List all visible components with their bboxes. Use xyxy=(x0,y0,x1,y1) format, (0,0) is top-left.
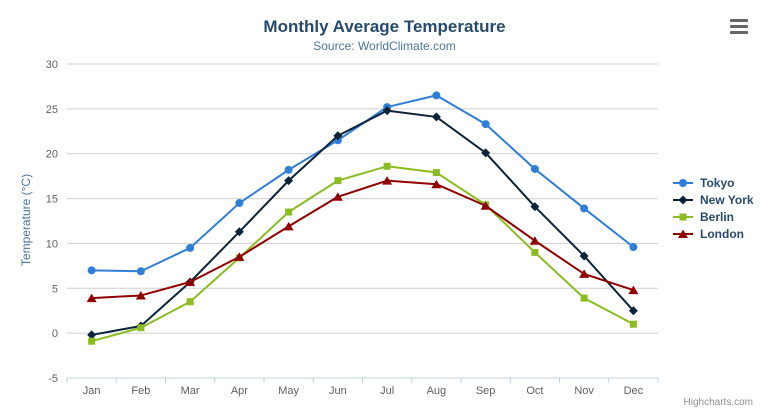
legend-item-london[interactable]: London xyxy=(671,225,754,242)
data-point-berlin-jan[interactable] xyxy=(88,337,96,345)
legend-label: Berlin xyxy=(700,209,735,224)
data-point-berlin-feb[interactable] xyxy=(137,324,145,332)
data-point-new-york-apr[interactable] xyxy=(234,227,244,237)
data-point-berlin-nov[interactable] xyxy=(580,294,588,302)
legend: Tokyo New York Berlin London xyxy=(671,174,754,242)
data-point-berlin-aug[interactable] xyxy=(432,169,440,177)
x-axis-label: Mar xyxy=(181,385,200,397)
x-axis-label: Oct xyxy=(526,385,543,397)
y-axis-label: -5 xyxy=(48,373,58,385)
legend-label: Tokyo xyxy=(700,175,735,190)
data-point-tokyo-jan[interactable] xyxy=(87,266,96,275)
data-point-tokyo-aug[interactable] xyxy=(432,91,441,100)
data-point-london-nov[interactable] xyxy=(579,269,590,278)
x-axis-label: Sep xyxy=(476,385,496,397)
legend-marker[interactable] xyxy=(678,229,688,238)
data-point-tokyo-mar[interactable] xyxy=(186,243,195,252)
data-point-london-may[interactable] xyxy=(283,221,294,231)
data-point-new-york-jul[interactable] xyxy=(382,106,392,116)
data-point-new-york-may[interactable] xyxy=(284,176,294,186)
y-axis-label: 0 xyxy=(52,328,58,340)
y-axis-label: 25 xyxy=(46,104,58,116)
data-point-tokyo-nov[interactable] xyxy=(580,204,589,213)
data-point-london-dec[interactable] xyxy=(628,285,639,295)
series-tokyo xyxy=(87,91,638,276)
x-axis-label: Aug xyxy=(427,385,447,397)
y-axis-label: 30 xyxy=(46,59,58,71)
x-axis-label: Apr xyxy=(231,385,248,397)
legend-item-tokyo[interactable]: Tokyo xyxy=(671,174,754,191)
legend-marker[interactable] xyxy=(679,178,687,187)
y-axis-label: 20 xyxy=(46,149,58,161)
chart-title: Monthly Average Temperature xyxy=(263,17,506,36)
x-axis-label: Nov xyxy=(574,385,594,397)
data-point-london-jan[interactable] xyxy=(86,293,97,303)
chart-subtitle: Source: WorldClimate.com xyxy=(313,39,456,53)
data-point-berlin-mar[interactable] xyxy=(186,298,194,306)
data-point-new-york-nov[interactable] xyxy=(579,251,589,261)
data-point-berlin-dec[interactable] xyxy=(629,320,637,328)
data-point-berlin-may[interactable] xyxy=(285,208,293,216)
data-point-new-york-oct[interactable] xyxy=(530,202,540,212)
x-axis-label: Feb xyxy=(131,385,150,397)
data-point-london-apr[interactable] xyxy=(234,252,245,261)
hamburger-icon xyxy=(730,31,748,34)
data-point-new-york-jun[interactable] xyxy=(333,131,343,141)
data-point-london-aug[interactable] xyxy=(431,179,442,189)
legend-label: London xyxy=(700,226,744,241)
data-point-tokyo-may[interactable] xyxy=(284,165,293,174)
legend-marker[interactable] xyxy=(679,213,687,220)
series-line-berlin[interactable] xyxy=(90,165,635,343)
x-axis-label: May xyxy=(278,385,299,397)
data-point-tokyo-oct[interactable] xyxy=(530,164,539,173)
data-point-berlin-jun[interactable] xyxy=(334,177,342,185)
data-point-london-sep[interactable] xyxy=(480,201,491,210)
series-line-new-york[interactable] xyxy=(90,109,635,336)
legend-item-berlin[interactable]: Berlin xyxy=(671,208,754,225)
data-point-new-york-dec[interactable] xyxy=(628,306,638,316)
legend-marker[interactable] xyxy=(678,195,688,204)
data-point-tokyo-sep[interactable] xyxy=(481,120,490,129)
data-point-tokyo-apr[interactable] xyxy=(235,199,244,208)
x-axis-label: Dec xyxy=(624,385,644,397)
hamburger-icon xyxy=(730,25,748,28)
y-axis-label: 10 xyxy=(46,238,58,250)
x-axis-label: Jul xyxy=(380,385,394,397)
legend-item-new-york[interactable]: New York xyxy=(671,191,754,208)
data-point-new-york-aug[interactable] xyxy=(431,112,441,122)
data-point-new-york-sep[interactable] xyxy=(481,148,491,158)
y-axis-label: 5 xyxy=(52,283,58,295)
hamburger-icon xyxy=(730,19,748,22)
legend-label: New York xyxy=(700,192,754,207)
export-menu-button[interactable] xyxy=(730,19,748,34)
series-line-london[interactable] xyxy=(90,179,635,300)
data-point-tokyo-feb[interactable] xyxy=(136,267,145,276)
x-axis-label: Jun xyxy=(329,385,347,397)
credits-link[interactable]: Highcharts.com xyxy=(683,397,753,408)
y-axis-title: Temperature (°C) xyxy=(19,173,33,267)
data-point-tokyo-dec[interactable] xyxy=(629,243,638,252)
data-point-berlin-jul[interactable] xyxy=(383,162,391,170)
legend-square-icon xyxy=(673,213,693,220)
legend-triangle-icon xyxy=(673,229,693,238)
series-london xyxy=(86,176,639,303)
legend-diamond-icon xyxy=(673,195,693,204)
data-point-london-mar[interactable] xyxy=(185,277,196,287)
data-point-london-jun[interactable] xyxy=(332,192,343,201)
series-new-york xyxy=(87,106,638,340)
series-line-tokyo[interactable] xyxy=(90,94,635,273)
legend-circle-icon xyxy=(673,178,693,187)
data-point-london-oct[interactable] xyxy=(529,236,540,245)
data-point-london-feb[interactable] xyxy=(135,290,146,300)
y-axis-label: 15 xyxy=(46,194,58,206)
x-axis-label: Jan xyxy=(83,385,101,397)
data-point-new-york-jan[interactable] xyxy=(87,330,97,340)
data-point-berlin-oct[interactable] xyxy=(531,248,539,256)
data-point-london-jul[interactable] xyxy=(382,176,393,185)
